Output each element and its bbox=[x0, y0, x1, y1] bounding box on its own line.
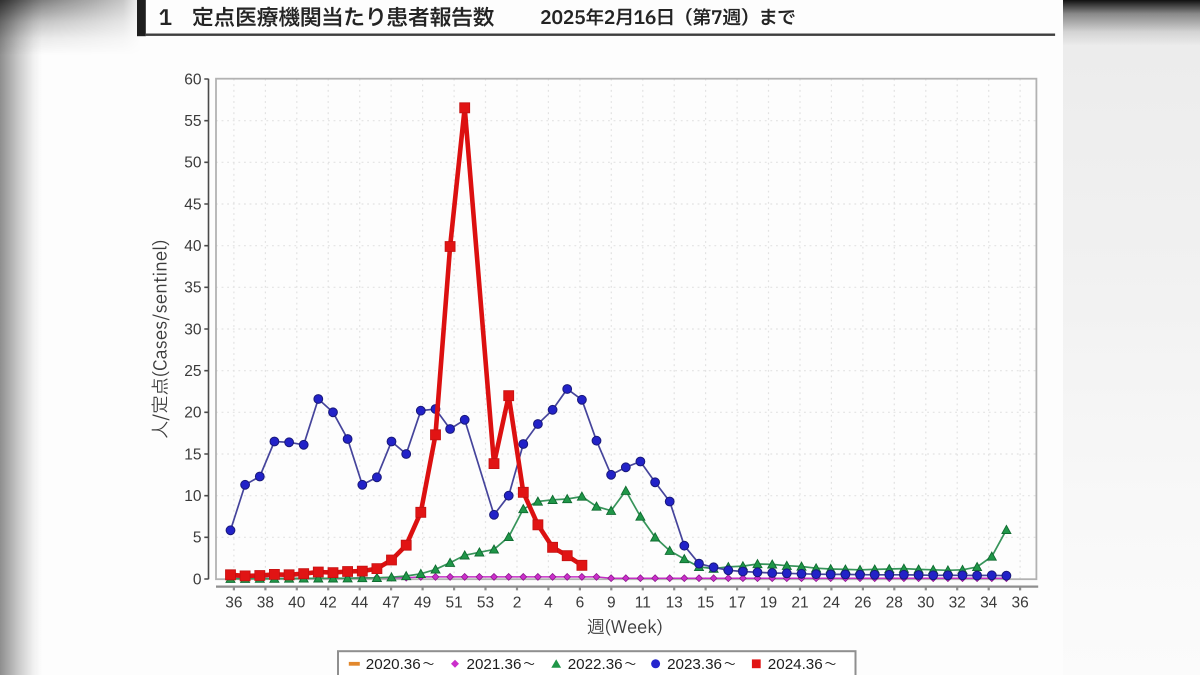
svg-text:26: 26 bbox=[854, 595, 871, 612]
svg-text:55: 55 bbox=[184, 113, 201, 130]
svg-text:2: 2 bbox=[513, 595, 522, 612]
svg-text:51: 51 bbox=[445, 595, 462, 612]
svg-text:6: 6 bbox=[576, 595, 585, 612]
svg-text:32: 32 bbox=[949, 595, 966, 612]
svg-text:38: 38 bbox=[257, 595, 274, 612]
svg-text:9: 9 bbox=[607, 595, 616, 612]
svg-text:2020.36: 2020.36 bbox=[366, 656, 421, 673]
svg-text:11: 11 bbox=[635, 595, 651, 612]
svg-text:2023.36: 2023.36 bbox=[667, 656, 722, 673]
svg-text:47: 47 bbox=[382, 595, 399, 612]
svg-text:0: 0 bbox=[193, 571, 202, 588]
svg-text:40: 40 bbox=[288, 595, 306, 612]
svg-text:24: 24 bbox=[823, 595, 841, 612]
svg-text:36: 36 bbox=[225, 595, 242, 612]
svg-text:17: 17 bbox=[728, 595, 745, 612]
svg-text:49: 49 bbox=[414, 595, 431, 612]
svg-text:21: 21 bbox=[791, 595, 808, 612]
svg-text:34: 34 bbox=[980, 595, 998, 612]
svg-text:35: 35 bbox=[184, 280, 201, 297]
svg-text:19: 19 bbox=[760, 595, 777, 612]
svg-text:44: 44 bbox=[351, 595, 369, 612]
svg-text:2021.36: 2021.36 bbox=[467, 656, 522, 673]
svg-text:20: 20 bbox=[184, 405, 202, 422]
svg-text:30: 30 bbox=[184, 321, 202, 338]
svg-text:4: 4 bbox=[544, 595, 553, 612]
svg-text:28: 28 bbox=[886, 595, 903, 612]
svg-text:25: 25 bbox=[184, 363, 201, 380]
svg-text:60: 60 bbox=[184, 71, 202, 88]
svg-text:10: 10 bbox=[184, 488, 202, 505]
svg-text:2022.36: 2022.36 bbox=[568, 656, 623, 673]
svg-text:45: 45 bbox=[184, 196, 201, 213]
svg-text:40: 40 bbox=[184, 238, 202, 255]
svg-text:13: 13 bbox=[666, 595, 683, 612]
svg-text:2024.36: 2024.36 bbox=[768, 656, 823, 673]
svg-text:15: 15 bbox=[184, 446, 201, 463]
svg-text:53: 53 bbox=[477, 595, 494, 612]
svg-text:5: 5 bbox=[193, 530, 202, 547]
svg-text:50: 50 bbox=[184, 155, 202, 172]
svg-text:15: 15 bbox=[697, 595, 714, 612]
svg-text:36: 36 bbox=[1011, 595, 1028, 612]
svg-text:30: 30 bbox=[917, 595, 935, 612]
svg-text:42: 42 bbox=[320, 595, 337, 612]
